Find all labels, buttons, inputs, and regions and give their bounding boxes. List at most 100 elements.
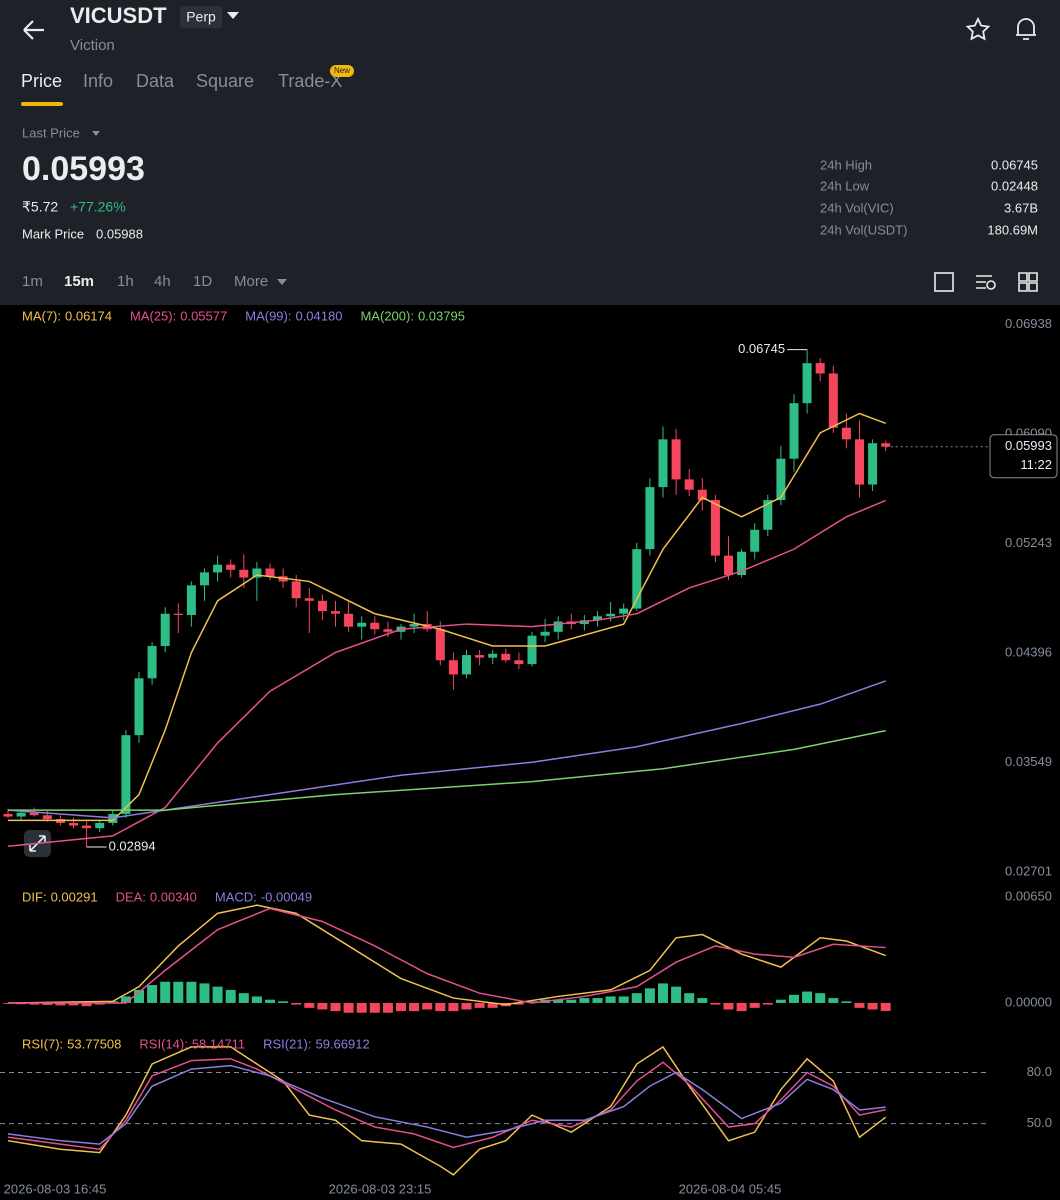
legend-value: 53.77508 bbox=[67, 1036, 121, 1051]
timeframe[interactable]: 1D bbox=[193, 273, 212, 290]
macd-bar bbox=[644, 988, 655, 1003]
candle-body bbox=[357, 622, 367, 627]
macd-bar bbox=[749, 1002, 760, 1008]
legend-name: RSI(21): bbox=[263, 1036, 311, 1051]
macd-bar bbox=[422, 1002, 433, 1010]
macd-bar bbox=[736, 1002, 747, 1012]
macd-bar bbox=[225, 989, 236, 1003]
last-price: 0.05993 bbox=[22, 150, 145, 188]
tab[interactable]: Data bbox=[136, 71, 175, 91]
candle-body bbox=[815, 363, 825, 374]
symbol-caret[interactable] bbox=[227, 12, 239, 19]
y-tick-label: 50.0 bbox=[1027, 1115, 1052, 1130]
legend-value: 0.06174 bbox=[65, 308, 112, 323]
candle-body bbox=[448, 660, 458, 675]
x-tick-label: 2026-08-04 05:45 bbox=[679, 1181, 782, 1196]
legend-name: RSI(14): bbox=[139, 1036, 187, 1051]
indicator-line bbox=[7, 680, 886, 819]
macd-bar bbox=[304, 1002, 315, 1008]
macd-bar bbox=[841, 1001, 852, 1003]
caret bbox=[277, 279, 287, 285]
candle-body bbox=[265, 568, 275, 577]
macd-bar bbox=[605, 996, 616, 1003]
candle-body bbox=[173, 613, 183, 616]
candle-body bbox=[213, 564, 223, 573]
favorite-button[interactable] bbox=[965, 16, 991, 41]
candle-body bbox=[383, 629, 393, 632]
macd-bar bbox=[265, 999, 275, 1003]
tab[interactable]: Square bbox=[196, 71, 254, 91]
macd-bar bbox=[186, 981, 197, 1003]
candle-body bbox=[226, 564, 236, 570]
macd-bar bbox=[160, 981, 171, 1003]
price-change: +77.26% bbox=[70, 199, 126, 215]
indicator-button-dot bbox=[986, 280, 996, 290]
macd-bar bbox=[631, 993, 642, 1003]
candle-body bbox=[606, 613, 616, 617]
fiat-price: ₹5.72 bbox=[22, 199, 58, 215]
candle-body bbox=[540, 631, 550, 636]
macd-bar bbox=[697, 998, 708, 1003]
symbol[interactable]: VICUSDT bbox=[70, 3, 167, 28]
macd-bar bbox=[527, 1001, 537, 1003]
macd-bar bbox=[382, 1002, 393, 1013]
macd-bar bbox=[68, 1002, 79, 1006]
tab[interactable]: Price bbox=[21, 71, 62, 91]
macd-bar bbox=[618, 996, 629, 1003]
timeframe[interactable]: 1h bbox=[117, 273, 134, 290]
tab[interactable]: Trade-X bbox=[278, 71, 342, 91]
candle-body bbox=[724, 555, 733, 575]
candle-body bbox=[868, 443, 878, 485]
candle-body bbox=[344, 613, 354, 627]
macd-bar bbox=[251, 996, 262, 1003]
macd-bar bbox=[238, 993, 249, 1003]
candle-body bbox=[462, 655, 471, 675]
candle-body bbox=[317, 600, 327, 612]
candle-body bbox=[763, 500, 773, 530]
macd-bar bbox=[461, 1002, 472, 1010]
candle-body bbox=[684, 479, 694, 490]
macd-bar bbox=[409, 1002, 420, 1012]
candle-body bbox=[593, 616, 602, 621]
y-tick-label: 80.0 bbox=[1027, 1064, 1052, 1079]
candle-body bbox=[501, 653, 511, 661]
macd-bar bbox=[658, 983, 668, 1003]
candle-body bbox=[514, 660, 524, 665]
timeframe[interactable]: 1m bbox=[22, 273, 43, 290]
alert-button[interactable] bbox=[1016, 18, 1036, 40]
macd-bar bbox=[94, 1002, 105, 1005]
candle-body bbox=[291, 581, 301, 599]
candle-body bbox=[435, 629, 445, 661]
candle-body bbox=[304, 598, 314, 601]
candle-body bbox=[658, 439, 668, 488]
tab[interactable]: Info bbox=[83, 71, 113, 91]
indicator-line bbox=[7, 904, 886, 1006]
candle-body bbox=[69, 822, 78, 826]
back-button[interactable] bbox=[23, 20, 44, 40]
legend-name: MA(99): bbox=[245, 308, 291, 323]
candle-body bbox=[16, 812, 26, 817]
indicator-line bbox=[7, 499, 886, 847]
timeframe[interactable]: 4h bbox=[154, 273, 171, 290]
candle-body bbox=[527, 635, 537, 665]
chart-tool-button[interactable] bbox=[934, 272, 954, 292]
timeframe[interactable]: 15m bbox=[64, 273, 94, 290]
tab-underline bbox=[21, 102, 63, 106]
candle-body bbox=[252, 568, 262, 578]
x-tick-label: 2026-08-03 16:45 bbox=[4, 1181, 107, 1196]
mark-price-label: Mark Price bbox=[22, 226, 84, 241]
layout-button[interactable] bbox=[1018, 272, 1038, 292]
candle-body bbox=[828, 373, 838, 428]
timeframe[interactable]: More bbox=[234, 273, 268, 290]
last-price-label[interactable]: Last Price bbox=[22, 125, 80, 140]
current-price: 0.05993 bbox=[1005, 438, 1052, 453]
macd-bar bbox=[212, 986, 223, 1003]
macd-bar bbox=[828, 998, 839, 1003]
legend-value: 0.00291 bbox=[51, 889, 98, 904]
y-tick-label: 0.06938 bbox=[1005, 316, 1052, 331]
candle-body bbox=[147, 646, 157, 679]
indicator-button[interactable] bbox=[976, 275, 992, 289]
legend-name: RSI(7): bbox=[22, 1036, 63, 1051]
y-tick-label: 0.02701 bbox=[1005, 863, 1052, 878]
